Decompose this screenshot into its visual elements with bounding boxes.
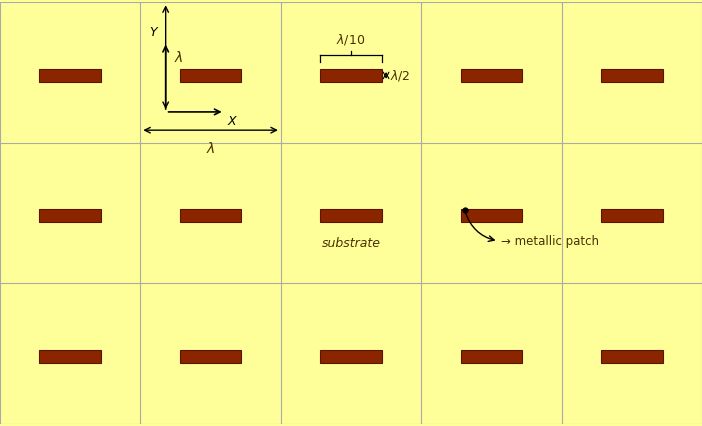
Bar [39,350,101,363]
Bar [320,69,382,82]
Text: X: X [227,115,236,128]
Text: → metallic patch: → metallic patch [501,235,600,248]
Bar [180,350,241,363]
Bar [180,69,241,82]
Bar [461,69,522,82]
Bar [180,210,241,222]
Bar [39,69,101,82]
Bar [601,69,663,82]
Bar [461,350,522,363]
Text: $\lambda/2$: $\lambda/2$ [390,68,411,83]
Bar [461,210,522,222]
Text: substrate: substrate [322,237,380,250]
Text: Y: Y [150,26,157,39]
Text: $\lambda$: $\lambda$ [206,141,216,156]
Bar [320,210,382,222]
Text: $\lambda/10$: $\lambda/10$ [336,32,366,46]
Bar [601,350,663,363]
Text: $\lambda$: $\lambda$ [174,50,183,65]
Bar [39,210,101,222]
Bar [320,350,382,363]
Bar [601,210,663,222]
